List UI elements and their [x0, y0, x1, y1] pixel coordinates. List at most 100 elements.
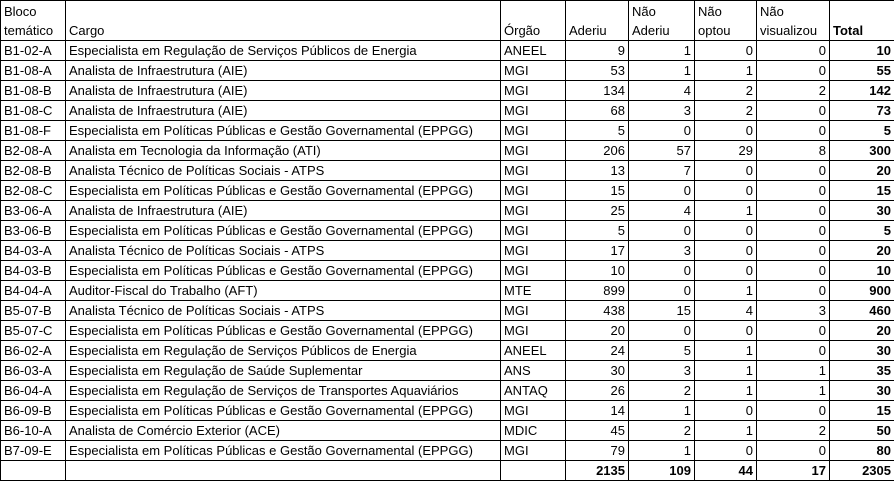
column-header-total[interactable]: Total — [829, 0, 894, 41]
cell-nao-visualizou[interactable]: 0 — [756, 220, 830, 241]
cell-aderiu[interactable]: 14 — [565, 400, 629, 421]
cell-nao-optou[interactable]: 0 — [694, 180, 757, 201]
cell-cargo[interactable]: Analista Técnico de Políticas Sociais - … — [65, 160, 501, 181]
cell-nao-aderiu[interactable]: 15 — [628, 300, 695, 321]
cell-nao-visualizou[interactable]: 0 — [756, 60, 830, 81]
cell-bloco-tematico[interactable]: B6-04-A — [0, 380, 66, 401]
cell-nao-aderiu[interactable]: 3 — [628, 360, 695, 381]
cell-orgao[interactable]: MGI — [500, 400, 566, 421]
cell-nao-aderiu[interactable]: 1 — [628, 40, 695, 61]
cell-nao-aderiu[interactable]: 1 — [628, 440, 695, 461]
cell-total[interactable]: 80 — [829, 440, 894, 461]
cell-nao-optou[interactable]: 2 — [694, 80, 757, 101]
cell-total[interactable]: 30 — [829, 380, 894, 401]
cell-aderiu[interactable]: 53 — [565, 60, 629, 81]
cell-aderiu[interactable]: 68 — [565, 100, 629, 121]
cell-bloco-tematico[interactable]: B6-10-A — [0, 420, 66, 441]
cell-nao-optou[interactable]: 1 — [694, 420, 757, 441]
cell-aderiu[interactable]: 899 — [565, 280, 629, 301]
cell-nao-optou[interactable]: 0 — [694, 400, 757, 421]
cell-bloco-tematico[interactable]: B3-06-A — [0, 200, 66, 221]
cell-cargo[interactable]: Especialista em Políticas Públicas e Ges… — [65, 180, 501, 201]
cell-empty-bloco[interactable] — [0, 460, 66, 481]
cell-cargo[interactable]: Analista de Comércio Exterior (ACE) — [65, 420, 501, 441]
cell-cargo[interactable]: Analista de Infraestrutura (AIE) — [65, 60, 501, 81]
cell-orgao[interactable]: MGI — [500, 200, 566, 221]
column-header-orgao[interactable]: Órgão — [500, 0, 566, 41]
cell-nao-aderiu[interactable]: 0 — [628, 260, 695, 281]
cell-aderiu[interactable]: 134 — [565, 80, 629, 101]
cell-nao-visualizou[interactable]: 0 — [756, 260, 830, 281]
column-header-nao-visualizou[interactable]: Não visualizou — [756, 0, 830, 41]
cell-total-aderiu[interactable]: 2135 — [565, 460, 629, 481]
cell-nao-visualizou[interactable]: 0 — [756, 280, 830, 301]
cell-orgao[interactable]: MGI — [500, 240, 566, 261]
cell-nao-aderiu[interactable]: 0 — [628, 180, 695, 201]
cell-nao-optou[interactable]: 0 — [694, 120, 757, 141]
cell-total[interactable]: 30 — [829, 340, 894, 361]
cell-nao-optou[interactable]: 0 — [694, 440, 757, 461]
cell-bloco-tematico[interactable]: B5-07-C — [0, 320, 66, 341]
column-header-nao-optou[interactable]: Não optou — [694, 0, 757, 41]
cell-nao-aderiu[interactable]: 0 — [628, 320, 695, 341]
cell-total[interactable]: 5 — [829, 220, 894, 241]
column-header-bloco-tematico[interactable]: Bloco temático — [0, 0, 66, 41]
cell-aderiu[interactable]: 5 — [565, 220, 629, 241]
cell-nao-optou[interactable]: 1 — [694, 360, 757, 381]
cell-orgao[interactable]: MGI — [500, 300, 566, 321]
cell-nao-aderiu[interactable]: 3 — [628, 240, 695, 261]
cell-bloco-tematico[interactable]: B7-09-E — [0, 440, 66, 461]
cell-nao-aderiu[interactable]: 0 — [628, 280, 695, 301]
cell-total[interactable]: 15 — [829, 400, 894, 421]
cell-aderiu[interactable]: 17 — [565, 240, 629, 261]
cell-total[interactable]: 15 — [829, 180, 894, 201]
cell-bloco-tematico[interactable]: B4-03-A — [0, 240, 66, 261]
cell-nao-aderiu[interactable]: 3 — [628, 100, 695, 121]
cell-nao-aderiu[interactable]: 1 — [628, 60, 695, 81]
cell-nao-visualizou[interactable]: 0 — [756, 400, 830, 421]
cell-orgao[interactable]: ANEEL — [500, 40, 566, 61]
cell-nao-optou[interactable]: 0 — [694, 160, 757, 181]
cell-orgao[interactable]: MGI — [500, 140, 566, 161]
cell-nao-optou[interactable]: 4 — [694, 300, 757, 321]
cell-bloco-tematico[interactable]: B2-08-B — [0, 160, 66, 181]
cell-aderiu[interactable]: 206 — [565, 140, 629, 161]
cell-cargo[interactable]: Especialista em Políticas Públicas e Ges… — [65, 120, 501, 141]
cell-nao-optou[interactable]: 1 — [694, 200, 757, 221]
cell-total[interactable]: 5 — [829, 120, 894, 141]
cell-orgao[interactable]: MDIC — [500, 420, 566, 441]
cell-nao-optou[interactable]: 0 — [694, 320, 757, 341]
cell-bloco-tematico[interactable]: B1-08-F — [0, 120, 66, 141]
cell-total[interactable]: 30 — [829, 200, 894, 221]
cell-cargo[interactable]: Analista de Infraestrutura (AIE) — [65, 80, 501, 101]
cell-orgao[interactable]: ANEEL — [500, 340, 566, 361]
cell-nao-visualizou[interactable]: 1 — [756, 380, 830, 401]
cell-nao-visualizou[interactable]: 1 — [756, 360, 830, 381]
cell-nao-optou[interactable]: 0 — [694, 40, 757, 61]
cell-nao-optou[interactable]: 1 — [694, 340, 757, 361]
cell-total[interactable]: 50 — [829, 420, 894, 441]
cell-orgao[interactable]: ANTAQ — [500, 380, 566, 401]
cell-total-nao-aderiu[interactable]: 109 — [628, 460, 695, 481]
column-header-cargo[interactable]: Cargo — [65, 0, 501, 41]
cell-nao-aderiu[interactable]: 1 — [628, 400, 695, 421]
cell-aderiu[interactable]: 25 — [565, 200, 629, 221]
cell-total[interactable]: 10 — [829, 260, 894, 281]
cell-nao-aderiu[interactable]: 57 — [628, 140, 695, 161]
cell-nao-aderiu[interactable]: 4 — [628, 80, 695, 101]
cell-aderiu[interactable]: 10 — [565, 260, 629, 281]
cell-nao-optou[interactable]: 1 — [694, 380, 757, 401]
cell-nao-visualizou[interactable]: 2 — [756, 80, 830, 101]
cell-cargo[interactable]: Especialista em Políticas Públicas e Ges… — [65, 320, 501, 341]
cell-total[interactable]: 73 — [829, 100, 894, 121]
cell-total[interactable]: 55 — [829, 60, 894, 81]
cell-cargo[interactable]: Analista Técnico de Políticas Sociais - … — [65, 240, 501, 261]
cell-bloco-tematico[interactable]: B3-06-B — [0, 220, 66, 241]
cell-empty-orgao[interactable] — [500, 460, 566, 481]
cell-nao-optou[interactable]: 2 — [694, 100, 757, 121]
cell-bloco-tematico[interactable]: B1-08-C — [0, 100, 66, 121]
cell-aderiu[interactable]: 79 — [565, 440, 629, 461]
cell-aderiu[interactable]: 15 — [565, 180, 629, 201]
cell-cargo[interactable]: Analista em Tecnologia da Informação (AT… — [65, 140, 501, 161]
cell-nao-aderiu[interactable]: 0 — [628, 220, 695, 241]
